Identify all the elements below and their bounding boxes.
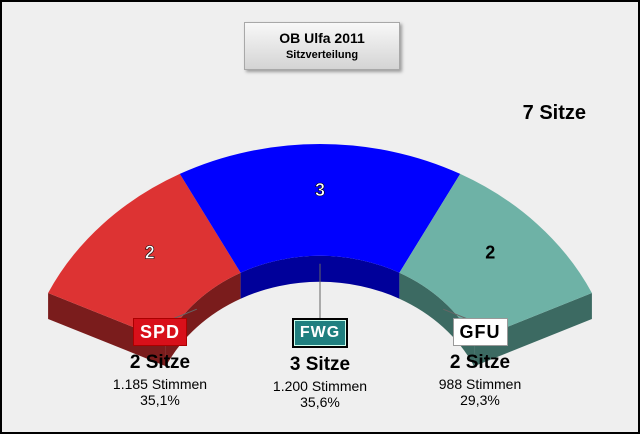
- party-logo-fwg: FWG: [291, 318, 349, 348]
- party-votes-gfu: 988 Stimmen: [438, 376, 522, 392]
- segment-seat-label-gfu: 2: [485, 243, 495, 263]
- party-percent-spd: 35,1%: [140, 392, 180, 408]
- segment-seat-label-spd: 2: [145, 243, 155, 263]
- party-logo-gfu: GFU: [452, 318, 508, 346]
- arc-inner-face-spd: [165, 272, 241, 367]
- party-percent-gfu: 29,3%: [460, 392, 500, 408]
- segment-seat-label-fwg: 3: [315, 180, 325, 200]
- chart-subtitle: Sitzverteilung: [285, 49, 359, 61]
- arc-end-cap-left: [48, 293, 166, 367]
- party-seats-fwg: 3 Sitze: [289, 354, 351, 375]
- party-percent-fwg: 35,6%: [300, 394, 340, 410]
- arc-end-cap-right: [474, 293, 592, 367]
- party-seats-gfu: 2 Sitze: [449, 352, 511, 373]
- party-votes-fwg: 1.200 Stimmen: [272, 378, 368, 394]
- arc-segment-spd: [48, 173, 241, 341]
- party-block-spd: SPD 2 Sitze 1.185 Stimmen 35,1%: [85, 318, 235, 408]
- party-votes-spd: 1.185 Stimmen: [112, 376, 208, 392]
- arc-segment-gfu: [399, 173, 592, 341]
- chart-title: OB Ulfa 2011: [279, 30, 365, 46]
- party-logo-spd: SPD: [132, 318, 187, 346]
- party-seats-spd: 2 Sitze: [129, 352, 191, 373]
- arc-inner-face-gfu: [399, 272, 475, 367]
- party-block-gfu: GFU 2 Sitze 988 Stimmen 29,3%: [405, 318, 555, 408]
- arc-segment-fwg: [179, 143, 461, 273]
- total-seats-label: 7 Sitze: [522, 102, 586, 124]
- chart-title-box: OB Ulfa 2011 Sitzverteilung: [244, 22, 400, 70]
- party-block-fwg: FWG 3 Sitze 1.200 Stimmen 35,6%: [245, 318, 395, 410]
